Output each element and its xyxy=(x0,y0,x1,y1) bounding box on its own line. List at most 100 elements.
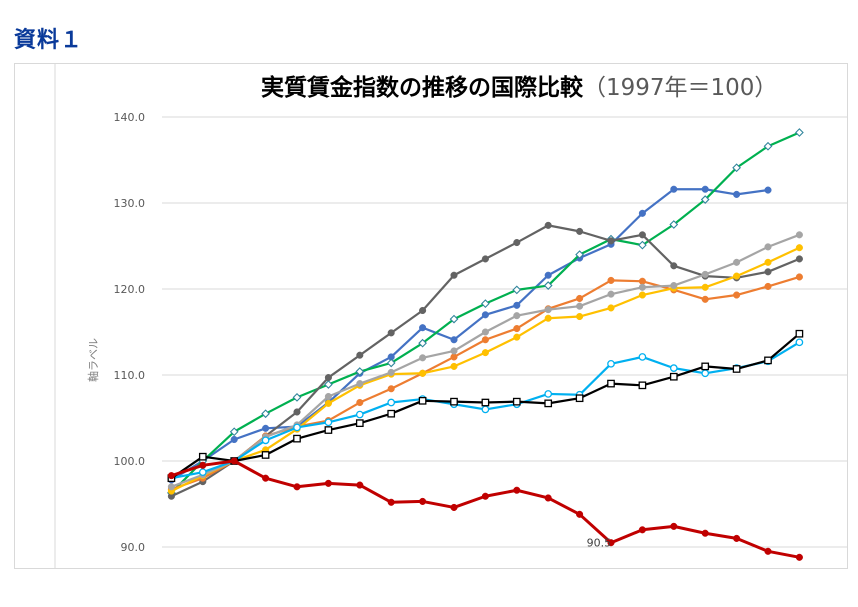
data-point xyxy=(387,385,395,393)
data-point xyxy=(544,390,553,398)
data-point xyxy=(387,409,396,418)
data-point xyxy=(670,282,678,290)
y-tick-label: 100.0 xyxy=(114,455,146,468)
series-2 xyxy=(167,128,804,498)
data-point xyxy=(450,362,458,370)
data-point xyxy=(544,314,552,322)
data-point xyxy=(607,237,615,245)
y-tick-label: 140.0 xyxy=(114,111,146,124)
data-point xyxy=(513,239,521,247)
series-line xyxy=(170,188,769,481)
data-point xyxy=(795,128,804,137)
data-point xyxy=(450,347,458,355)
data-point xyxy=(324,418,333,427)
data-point xyxy=(513,486,521,494)
y-tick-label: 110.0 xyxy=(114,369,146,382)
y-tick-label: 90.0 xyxy=(121,541,146,554)
data-point xyxy=(387,329,395,337)
data-point xyxy=(638,283,646,291)
data-point xyxy=(356,481,364,489)
data-point xyxy=(167,483,175,491)
y-tick-label: 120.0 xyxy=(114,283,146,296)
gridlines xyxy=(162,116,847,548)
data-point xyxy=(198,468,207,477)
data-point xyxy=(701,270,709,278)
data-point xyxy=(167,472,175,480)
chart-title-main: 実質賃金指数の推移の国際比較 xyxy=(261,74,584,101)
data-point xyxy=(481,492,489,500)
data-point xyxy=(324,399,332,407)
data-point xyxy=(607,359,615,368)
data-point xyxy=(199,461,207,469)
document-label: 資料１ xyxy=(14,28,84,53)
data-point xyxy=(324,426,333,434)
data-point xyxy=(764,282,772,290)
data-point xyxy=(230,457,238,465)
data-point xyxy=(576,302,584,310)
data-point xyxy=(419,306,427,315)
data-point xyxy=(638,277,646,285)
data-point xyxy=(763,141,773,151)
data-point xyxy=(607,304,615,312)
annotations: 90.5 xyxy=(587,537,612,550)
data-point xyxy=(638,240,647,250)
data-point xyxy=(638,526,646,534)
data-point xyxy=(576,294,584,303)
data-point xyxy=(764,258,772,266)
data-point xyxy=(669,364,678,372)
data-point xyxy=(669,372,678,381)
data-point xyxy=(293,434,301,443)
data-point xyxy=(512,397,521,406)
data-point xyxy=(356,351,364,359)
y-tick-labels: 90.0 100.0 110.0 120.0 130.0 140.0 xyxy=(114,111,146,554)
data-point xyxy=(481,255,489,263)
data-point xyxy=(324,479,332,487)
data-point xyxy=(262,424,270,432)
data-point xyxy=(764,356,772,365)
data-point xyxy=(513,301,521,309)
data-point xyxy=(607,379,615,388)
data-point xyxy=(356,398,364,407)
data-point xyxy=(607,539,615,547)
data-point xyxy=(419,497,427,505)
data-point xyxy=(732,163,741,173)
data-point xyxy=(419,324,427,332)
data-point xyxy=(481,299,490,308)
data-point xyxy=(795,231,803,239)
data-point xyxy=(419,354,427,362)
data-point xyxy=(292,392,302,402)
data-point xyxy=(733,190,741,198)
line-chart: 90.0 100.0 110.0 120.0 130.0 140.0 軸ラベル 実質賃金指… xyxy=(54,64,847,568)
data-point xyxy=(701,185,709,193)
data-point xyxy=(701,529,709,537)
data-point xyxy=(670,262,678,270)
data-point xyxy=(544,494,552,502)
data-point xyxy=(355,367,365,376)
data-point xyxy=(513,312,521,320)
data-label: 90.5 xyxy=(587,537,612,550)
data-point xyxy=(607,290,615,298)
data-point xyxy=(450,503,458,511)
data-point xyxy=(387,398,396,407)
data-point xyxy=(512,285,522,295)
data-point xyxy=(733,258,741,266)
data-point xyxy=(795,273,803,281)
data-point xyxy=(544,306,552,314)
data-point xyxy=(198,452,207,461)
data-point xyxy=(638,353,647,361)
data-point xyxy=(575,250,584,259)
chart-subtitle: （1997年＝100） xyxy=(583,75,777,101)
data-point xyxy=(670,185,678,193)
data-point xyxy=(450,336,458,344)
data-point xyxy=(638,291,646,299)
chart-frame: 90.0 100.0 110.0 120.0 130.0 140.0 軸ラベル 実質賃金指… xyxy=(14,63,848,569)
data-point xyxy=(544,399,553,408)
data-point xyxy=(795,244,803,252)
data-point xyxy=(764,268,772,276)
series-lines xyxy=(167,128,804,561)
data-point xyxy=(576,227,584,235)
y-axis-label: 軸ラベル xyxy=(86,338,100,382)
data-point xyxy=(513,325,521,333)
data-point xyxy=(449,314,459,324)
data-point xyxy=(229,427,239,437)
